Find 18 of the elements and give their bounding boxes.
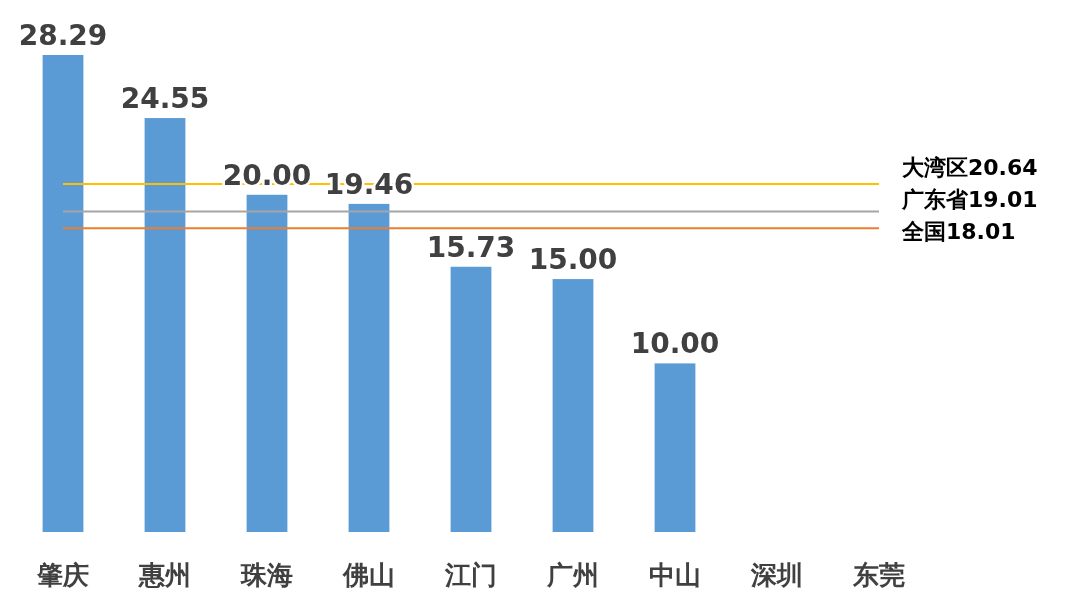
ref-line-label: 广东省19.01	[901, 187, 1038, 212]
data-label: 15.73	[426, 230, 516, 264]
x-tick-label: 珠海	[240, 560, 293, 590]
x-tick-label: 惠州	[138, 560, 191, 590]
data-label: 24.55	[120, 82, 210, 116]
x-tick-label: 佛山	[342, 560, 395, 590]
ref-line-label: 全国18.01	[901, 219, 1016, 244]
data-label: 10.00	[630, 327, 720, 361]
x-tick-label: 江门	[444, 560, 497, 590]
x-tick-label: 深圳	[750, 560, 803, 590]
x-tick-label: 中山	[649, 560, 701, 590]
data-label: 15.00	[528, 243, 618, 277]
x-tick-label: 广州	[546, 560, 599, 590]
ref-line-label: 大湾区20.64	[902, 155, 1038, 180]
x-tick-label: 东莞	[852, 560, 905, 590]
data-label: 28.29	[18, 19, 108, 52]
x-tick-label: 肇庆	[36, 560, 89, 590]
data-label: 20.00	[222, 158, 312, 192]
